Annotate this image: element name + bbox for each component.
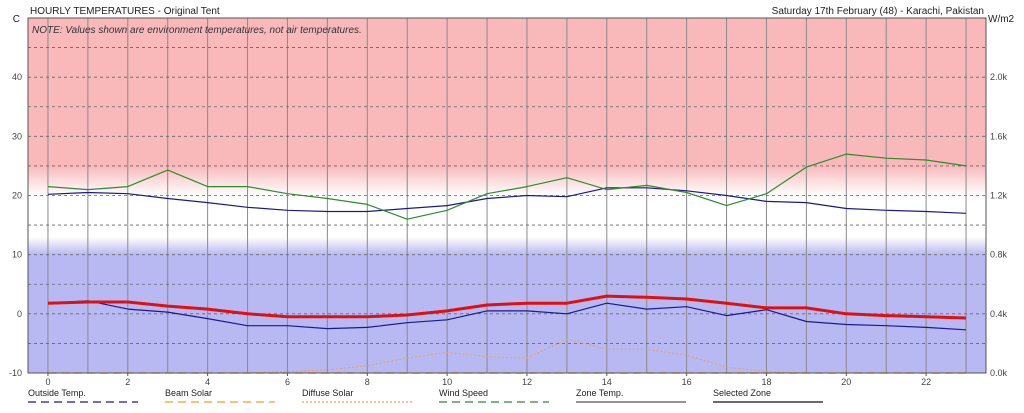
legend-item: Beam Solar [165,388,275,403]
x-tick-label: 10 [442,377,452,387]
legend: Outside Temp. Beam Solar Diffuse Solar Wind… [28,388,823,403]
y2-tick-label: 2.0k [990,72,1008,82]
legend-label: Zone Temp. [576,388,623,398]
x-tick-label: 22 [921,377,931,387]
y-tick-label: 40 [12,72,22,82]
y-tick-label: 0 [17,309,22,319]
x-tick-label: 4 [205,377,210,387]
environment-note: NOTE: Values shown are environment tempe… [32,25,362,36]
x-tick-label: 14 [602,377,612,387]
series-line-outside-temp [47,187,967,214]
series-line-wind-speed [47,153,967,220]
x-tick-label: 16 [682,377,692,387]
date-location: Saturday 17th February (48) - Karachi, P… [772,6,984,17]
y2-tick-label: 0.4k [990,309,1008,319]
series-line-selected-zone [47,294,967,320]
y2-tick-label: 1.6k [990,131,1008,141]
legend-item: Selected Zone [713,388,823,403]
y-tick-label: 20 [12,191,22,201]
y2-tick-label: 1.2k [990,191,1008,201]
x-tick-label: 2 [125,377,130,387]
y-tick-label: 30 [12,131,22,141]
left-unit-label: C [13,14,20,25]
y2-tick-label: 0.0k [990,368,1008,378]
x-tick-label: 20 [841,377,851,387]
legend-label: Diffuse Solar [302,388,353,398]
legend-item: Outside Temp. [28,388,138,403]
chart-title: HOURLY TEMPERATURES - Original Tent [30,6,220,17]
plot-background [28,18,986,373]
series-line-zone-temp [47,300,967,331]
legend-label: Beam Solar [165,388,212,398]
legend-label: Wind Speed [439,388,488,398]
legend-label: Selected Zone [713,388,771,398]
x-tick-label: 12 [522,377,532,387]
axes: -10 0 10 20 30 40 0.0k 0.4k 0.8k 1.2k 1.6k 2.0k 0 2 4 6… [9,72,1008,387]
x-tick-label: 8 [365,377,370,387]
right-unit-label: W/m2 [988,14,1015,25]
legend-item: Wind Speed [439,388,549,403]
y2-tick-label: 0.8k [990,250,1008,260]
x-tick-label: 0 [45,377,50,387]
legend-label: Outside Temp. [28,388,86,398]
y-tick-label: -10 [9,368,22,378]
legend-item: Diffuse Solar [302,388,412,403]
y-tick-label: 10 [12,250,22,260]
x-tick-label: 6 [285,377,290,387]
plot-frame [27,17,987,374]
x-tick-label: 18 [761,377,771,387]
legend-item: Zone Temp. [576,388,686,403]
